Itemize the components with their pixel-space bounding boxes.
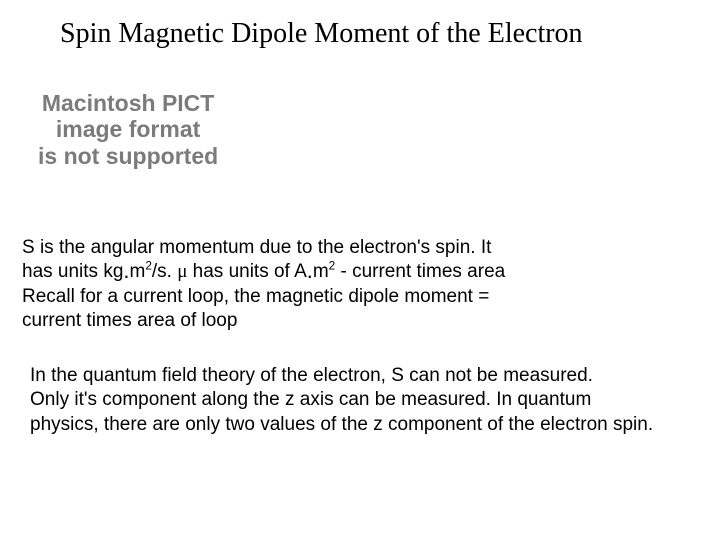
pict-placeholder: Macintosh PICT image format is not suppo… <box>38 90 218 169</box>
page-title: Spin Magnetic Dipole Moment of the Elect… <box>60 18 583 50</box>
p1l2-a: has units kg <box>22 261 123 282</box>
pict-line-3: is not supported <box>38 143 218 169</box>
para1-line3: Recall for a current loop, the magnetic … <box>22 285 505 309</box>
paragraph-1: S is the angular momentum due to the ele… <box>22 236 505 333</box>
para2-line2: Only it's component along the z axis can… <box>30 388 653 412</box>
p1l2-b: m <box>129 261 145 282</box>
pict-line-2: image format <box>38 116 218 142</box>
pict-line-1: Macintosh PICT <box>38 90 218 116</box>
para1-line2: has units kg.m2/s. μ has units of A.m2 -… <box>22 260 505 284</box>
para1-line4: current times area of loop <box>22 309 505 333</box>
mu-symbol: μ <box>177 261 187 282</box>
para1-line1: S is the angular momentum due to the ele… <box>22 236 505 260</box>
p1l2-f: - current times area <box>335 261 505 282</box>
para2-line1: In the quantum field theory of the elect… <box>30 364 653 388</box>
p1l2-e: m <box>313 261 329 282</box>
p1l2-d: has units of A <box>187 261 306 282</box>
p1l2-c: /s. <box>152 261 177 282</box>
paragraph-2: In the quantum field theory of the elect… <box>30 364 653 437</box>
para2-line3: physics, there are only two values of th… <box>30 413 653 437</box>
